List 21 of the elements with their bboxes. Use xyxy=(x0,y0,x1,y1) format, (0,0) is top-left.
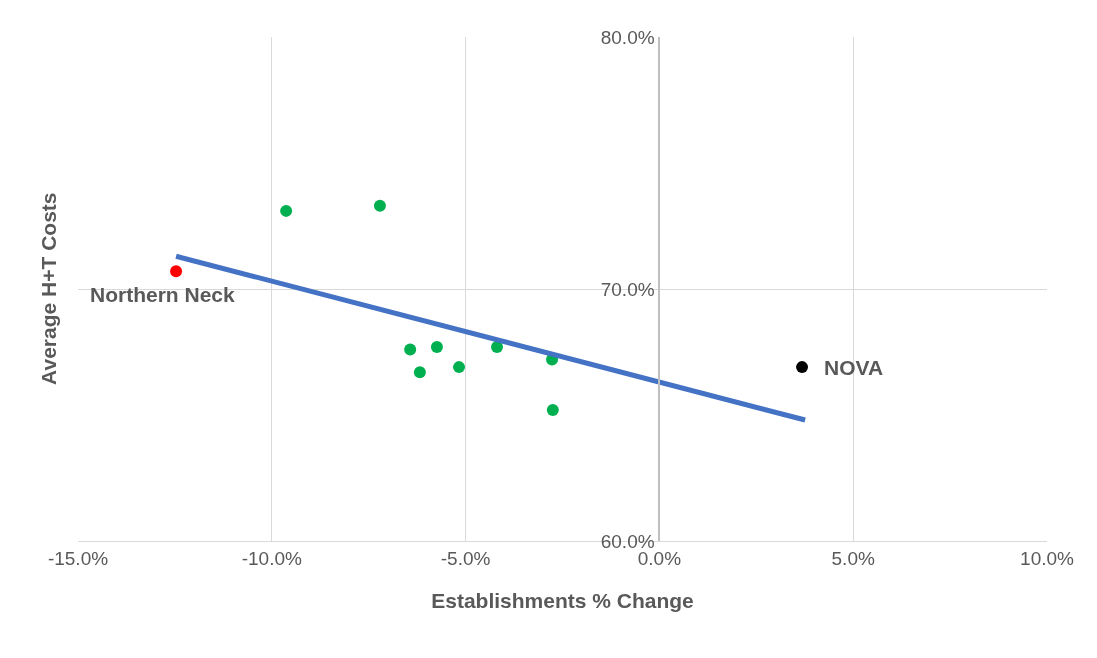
point xyxy=(430,340,443,353)
y-tick-label: 80.0% xyxy=(600,26,655,48)
x-axis-title: Establishments % Change xyxy=(431,589,694,612)
annotation: Northern Neck xyxy=(90,283,236,306)
point xyxy=(546,403,559,416)
x-tick-label: 5.0% xyxy=(831,547,875,569)
x-tick-label: 10.0% xyxy=(1020,547,1075,569)
point xyxy=(491,340,503,353)
point xyxy=(413,366,426,379)
point xyxy=(280,204,293,217)
point xyxy=(796,361,809,374)
point xyxy=(373,199,386,212)
x-tick-label: -5.0% xyxy=(440,547,491,569)
x-tick-label: -10.0% xyxy=(241,547,303,569)
y-axis-title: Average H+T Costs xyxy=(36,192,60,385)
point xyxy=(170,265,183,278)
x-tick-label: -15.0% xyxy=(47,547,109,569)
point xyxy=(404,343,417,356)
point xyxy=(453,361,466,374)
annotation: NOVA xyxy=(824,356,884,379)
y-tick-label: 70.0% xyxy=(600,278,655,300)
